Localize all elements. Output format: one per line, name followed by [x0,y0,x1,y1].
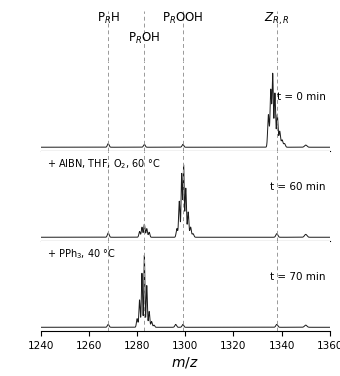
Text: + AIBN, THF, O$_2$, 60 °C: + AIBN, THF, O$_2$, 60 °C [47,157,160,171]
Text: + PPh$_3$, 40 °C: + PPh$_3$, 40 °C [47,247,115,261]
Text: t = 0 min: t = 0 min [277,92,325,102]
Text: P$_R$OH: P$_R$OH [128,31,160,46]
Text: P$_R$OOH: P$_R$OOH [162,11,204,26]
Text: t = 70 min: t = 70 min [270,272,325,282]
Text: P$_R$H: P$_R$H [97,11,120,26]
X-axis label: $\mathit{m/z}$: $\mathit{m/z}$ [171,355,199,370]
Text: t = 60 min: t = 60 min [270,182,325,192]
Text: $Z_{R,R}$: $Z_{R,R}$ [264,11,289,27]
